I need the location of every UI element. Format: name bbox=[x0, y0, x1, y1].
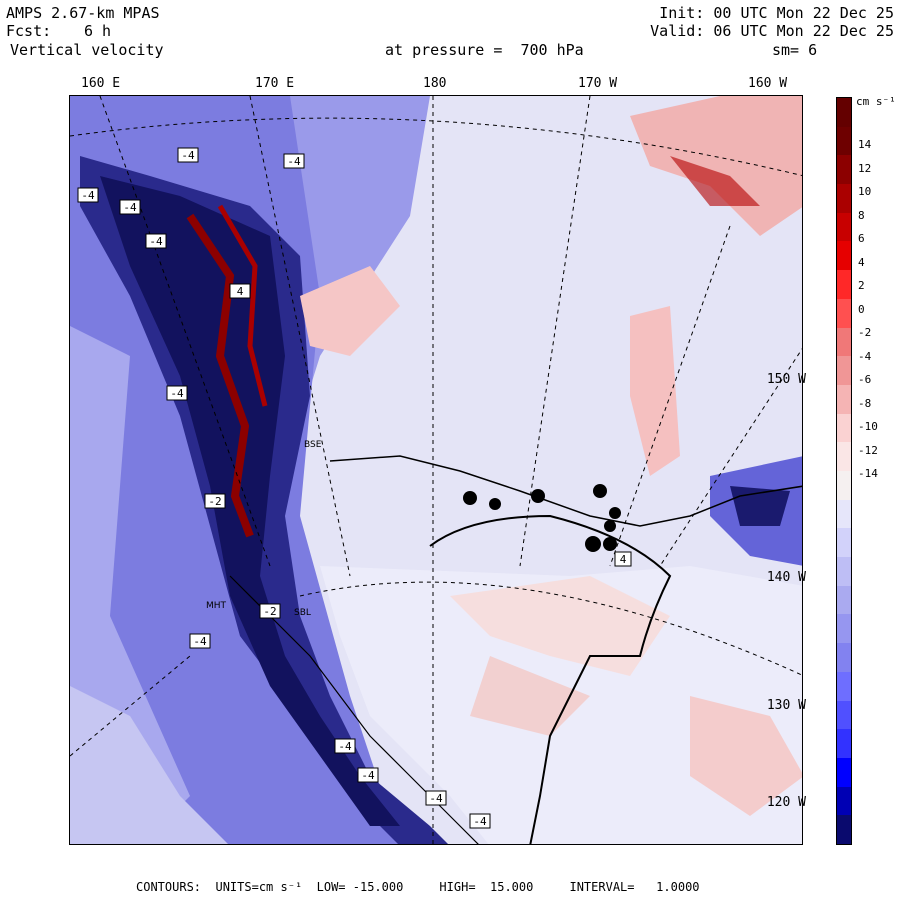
lon-label-170w: 170 W bbox=[578, 76, 618, 91]
contour-box: -4 bbox=[425, 790, 447, 806]
contour-box: -2 bbox=[204, 493, 226, 509]
variable-name: Vertical velocity bbox=[10, 41, 164, 59]
contour-box: -4 bbox=[77, 187, 99, 203]
svg-text:-4: -4 bbox=[81, 189, 95, 202]
contour-box: -4 bbox=[357, 767, 379, 783]
svg-text:-4: -4 bbox=[473, 815, 487, 828]
colorbar-segment bbox=[837, 155, 851, 185]
colorbar-segment bbox=[837, 298, 851, 329]
colorbar-segment bbox=[837, 643, 851, 673]
contour-box: -4 bbox=[145, 233, 167, 249]
colorbar-unit: cm s⁻¹ bbox=[856, 95, 896, 108]
svg-text:-4: -4 bbox=[149, 235, 163, 248]
lat-label-130w: 130 W bbox=[766, 698, 806, 713]
place-label-mht: MHT bbox=[206, 601, 227, 611]
colorbar-tick-label: -2 bbox=[858, 326, 872, 339]
smoothing-value: sm= 6 bbox=[772, 41, 818, 59]
svg-text:-4: -4 bbox=[287, 155, 301, 168]
colorbar-segment bbox=[837, 729, 851, 759]
lat-label-150w: 150 W bbox=[766, 372, 806, 387]
colorbar-tick-label: 4 bbox=[858, 255, 865, 269]
place-label-bse: BSE bbox=[304, 440, 322, 450]
colorbar-tick-label: -8 bbox=[858, 396, 872, 410]
svg-text:-4: -4 bbox=[181, 149, 195, 162]
svg-text:-4: -4 bbox=[193, 635, 207, 648]
svg-text:-2: -2 bbox=[208, 495, 221, 508]
contour-box: -4 bbox=[189, 633, 211, 649]
lat-label-140w: 140 W bbox=[766, 570, 806, 585]
svg-text:-4: -4 bbox=[338, 740, 352, 753]
vertical-velocity-map: -4 -4 -4 -4 4 -4 -2 -4 -2 -4 -4 -4 -4 4 … bbox=[69, 95, 803, 845]
contour-box: -4 bbox=[177, 147, 199, 163]
colorbar-tick-label: -14 bbox=[858, 467, 878, 480]
svg-text:-4: -4 bbox=[123, 201, 137, 214]
place-label-sbl: SBL bbox=[294, 608, 311, 618]
contour-box: 4 bbox=[614, 551, 632, 567]
colorbar-tick-label: 10 bbox=[858, 185, 872, 198]
colorbar-tick-label: 14 bbox=[858, 138, 872, 151]
colorbar-segment bbox=[837, 471, 851, 501]
colorbar-segment bbox=[837, 585, 851, 615]
contour-box: -4 bbox=[334, 738, 356, 754]
colorbar-segment bbox=[837, 614, 851, 644]
contour-info: CONTOURS: UNITS=cm s⁻¹ LOW= -15.000 HIGH… bbox=[136, 880, 700, 894]
svg-text:-4: -4 bbox=[170, 387, 184, 400]
forecast-value: 6 h bbox=[84, 22, 112, 40]
colorbar-segment bbox=[837, 356, 851, 386]
map-canvas: -4 -4 -4 -4 4 -4 -2 -4 -2 -4 -4 -4 -4 4 … bbox=[70, 96, 802, 844]
colorbar-segment bbox=[837, 413, 851, 443]
contour-box: -2 bbox=[259, 603, 281, 619]
colorbar-segment bbox=[837, 212, 851, 242]
lon-label-180: 180 bbox=[423, 76, 447, 91]
lon-label-160e: 160 E bbox=[81, 76, 121, 91]
colorbar-segment bbox=[837, 528, 851, 558]
colorbar-tick-label: -12 bbox=[858, 443, 878, 457]
forecast-label: Fcst: bbox=[6, 22, 52, 40]
lon-label-160w: 160 W bbox=[748, 76, 788, 91]
contour-box: 4 bbox=[229, 283, 251, 299]
colorbar-tick-label: -10 bbox=[858, 420, 878, 433]
model-title: AMPS 2.67-km MPAS bbox=[6, 4, 160, 22]
contour-box: -4 bbox=[166, 385, 188, 401]
svg-text:4: 4 bbox=[620, 553, 627, 566]
colorbar-tick-label: -6 bbox=[858, 373, 872, 386]
svg-text:-2: -2 bbox=[263, 605, 276, 618]
colorbar-segment bbox=[837, 557, 851, 587]
contour-box: -4 bbox=[119, 199, 141, 215]
colorbar-segment bbox=[837, 815, 851, 845]
colorbar-tick-label: 12 bbox=[858, 161, 872, 175]
colorbar-segment bbox=[837, 327, 851, 357]
lat-label-120w: 120 W bbox=[766, 795, 806, 810]
colorbar-segment bbox=[837, 442, 851, 472]
colorbar-segment bbox=[837, 98, 851, 128]
svg-text:-4: -4 bbox=[361, 769, 375, 782]
valid-time: Valid: 06 UTC Mon 22 Dec 25 bbox=[650, 22, 894, 40]
colorbar-tick-label: -4 bbox=[858, 349, 872, 363]
colorbar-segment bbox=[837, 786, 851, 816]
contour-box: -4 bbox=[283, 153, 305, 169]
pressure-level: at pressure = 700 hPa bbox=[385, 41, 584, 59]
colorbar-tick-label: 8 bbox=[858, 208, 865, 222]
init-time: Init: 00 UTC Mon 22 Dec 25 bbox=[659, 4, 894, 22]
colorbar-segment bbox=[837, 757, 851, 788]
lon-label-170e: 170 E bbox=[255, 76, 295, 91]
colorbar-segment bbox=[837, 384, 851, 415]
colorbar-segment bbox=[837, 499, 851, 529]
colorbar-tick-label: 2 bbox=[858, 279, 865, 292]
colorbar-segment bbox=[837, 184, 851, 214]
colorbar bbox=[836, 97, 852, 845]
colorbar-segment bbox=[837, 700, 851, 730]
colorbar-segment bbox=[837, 126, 851, 156]
svg-text:-4: -4 bbox=[429, 792, 443, 805]
colorbar-tick-label: 0 bbox=[858, 302, 865, 316]
colorbar-segment bbox=[837, 270, 851, 300]
colorbar-segment bbox=[837, 671, 851, 702]
contour-box: -4 bbox=[469, 813, 491, 829]
svg-text:4: 4 bbox=[237, 285, 244, 298]
colorbar-tick-label: 6 bbox=[858, 232, 865, 245]
colorbar-segment bbox=[837, 241, 851, 271]
